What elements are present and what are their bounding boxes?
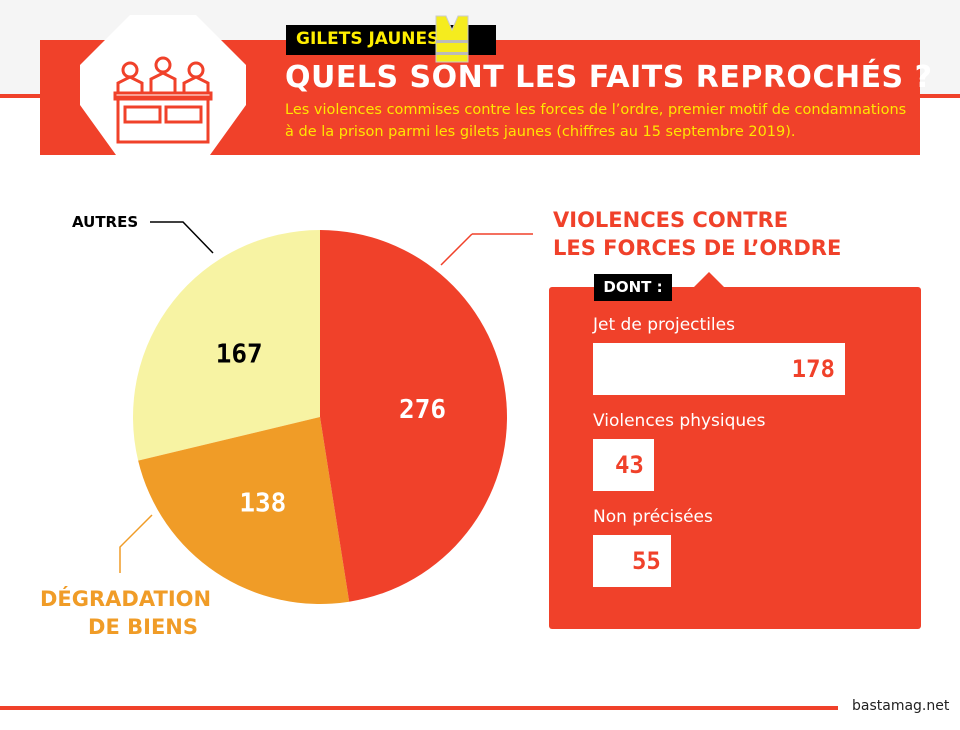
pie-value-label: 276: [399, 395, 446, 425]
pie-slice: [132, 230, 320, 461]
pie-value-label: 138: [239, 488, 286, 518]
category-tag-text: GILETS JAUNES: [296, 29, 440, 49]
label-degradation: DÉGRADATION DE BIENS: [40, 587, 212, 639]
label-violences: VIOLENCES CONTRE LES FORCES DE L’ORDRE: [553, 208, 842, 260]
page-title: QUELS SONT LES FAITS REPROCHÉS ?: [285, 60, 933, 95]
breakdown-label: Non précisées: [593, 507, 713, 527]
pie-slice: [320, 230, 508, 602]
pie-value-label: 167: [216, 339, 263, 369]
page-subtitle: Les violences commises contre les forces…: [285, 102, 907, 140]
label-autres: AUTRES: [72, 213, 139, 231]
breakdown-pointer: [693, 272, 725, 288]
breakdown-label: Violences physiques: [593, 411, 766, 431]
footer-line: [0, 706, 838, 710]
breakdown-bar: 55: [593, 535, 671, 587]
breakdown-bar: 178: [593, 343, 845, 395]
breakdown-bar: 43: [593, 439, 654, 491]
tribunal-judges-icon: [80, 15, 246, 155]
yellow-vest-icon: [435, 15, 469, 63]
source: bastamag.net: [852, 698, 950, 714]
breakdown-label: Jet de projectiles: [593, 315, 735, 335]
breakdown-title: DONT :: [594, 274, 672, 301]
pie-slice: [138, 417, 350, 604]
